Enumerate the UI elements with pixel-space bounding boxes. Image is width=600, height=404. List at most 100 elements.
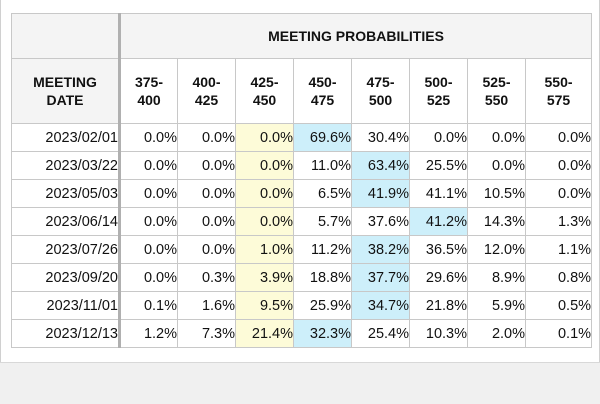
probability-cell: 11.2%: [293, 235, 352, 264]
probability-cell: 30.4%: [351, 123, 410, 152]
probability-cell: 0.3%: [177, 263, 236, 292]
footer-strip: [0, 362, 600, 404]
meeting-date-cell: 2023/11/01: [11, 291, 121, 320]
probability-cell: 0.0%: [409, 123, 468, 152]
meeting-date-header-line2: DATE: [46, 92, 84, 108]
probability-cell: 0.0%: [235, 123, 294, 152]
probability-cell: 3.9%: [235, 263, 294, 292]
range-header-5: 500- 525: [409, 58, 468, 124]
range-header-low: 425-: [250, 74, 279, 90]
range-header-low: 525-: [482, 74, 511, 90]
meeting-date-cell: 2023/02/01: [11, 123, 121, 152]
meeting-date-cell: 2023/06/14: [11, 207, 121, 236]
table-title: MEETING PROBABILITIES: [118, 13, 593, 59]
meeting-date-cell: 2023/12/13: [11, 319, 121, 348]
probability-cell: 0.0%: [524, 151, 593, 180]
probability-cell: 0.0%: [235, 151, 294, 180]
probability-cell: 0.0%: [467, 123, 526, 152]
range-header-low: 450-: [308, 74, 337, 90]
probability-cell: 6.5%: [293, 179, 352, 208]
probability-cell: 0.0%: [177, 151, 236, 180]
probability-cell: 0.0%: [177, 179, 236, 208]
probability-cell: 0.0%: [119, 179, 178, 208]
probability-cell: 0.0%: [235, 207, 294, 236]
probability-cell: 29.6%: [409, 263, 468, 292]
probability-cell: 1.1%: [524, 235, 593, 264]
range-header-1: 400- 425: [177, 58, 236, 124]
range-header-high: 425: [194, 92, 219, 108]
probability-cell: 0.0%: [524, 123, 593, 152]
table-body: 2023/02/01 0.0% 0.0% 0.0% 69.6% 30.4% 0.0% 0.0%…: [11, 123, 593, 348]
probability-cell: 0.0%: [177, 235, 236, 264]
probability-cell: 0.0%: [177, 207, 236, 236]
probability-cell: 0.0%: [119, 207, 178, 236]
probability-cell: 9.5%: [235, 291, 294, 320]
probability-cell: 0.1%: [524, 319, 593, 348]
range-header-0: 375- 400: [119, 58, 178, 124]
range-header-7: 550- 575: [524, 58, 593, 124]
range-header-high: 450: [252, 92, 277, 108]
table-row: 2023/09/20 0.0% 0.3% 3.9% 18.8% 37.7% 29.6% 8.9…: [11, 263, 593, 292]
probability-cell: 1.2%: [119, 319, 178, 348]
table-row: 2023/05/03 0.0% 0.0% 0.0% 6.5% 41.9% 41.1% 10.5…: [11, 179, 593, 208]
meeting-date-cell: 2023/07/26: [11, 235, 121, 264]
probability-cell: 41.9%: [351, 179, 410, 208]
probability-cell: 37.7%: [351, 263, 410, 292]
probability-cell: 0.0%: [524, 179, 593, 208]
probability-cell: 8.9%: [467, 263, 526, 292]
probability-cell: 36.5%: [409, 235, 468, 264]
probability-cell: 0.0%: [467, 151, 526, 180]
probability-cell: 5.7%: [293, 207, 352, 236]
probability-cell: 41.1%: [409, 179, 468, 208]
probability-cell: 14.3%: [467, 207, 526, 236]
range-header-6: 525- 550: [467, 58, 526, 124]
probability-cell: 0.5%: [524, 291, 593, 320]
table-row: 2023/12/13 1.2% 7.3% 21.4% 32.3% 25.4% 10.3% 2.…: [11, 319, 593, 348]
probability-cell: 10.5%: [467, 179, 526, 208]
range-header-high: 400: [137, 92, 161, 108]
meeting-date-cell: 2023/03/22: [11, 151, 121, 180]
left-border: [0, 0, 1, 404]
meeting-probabilities-table: MEETING PROBABILITIES MEETING DATE 375- 4…: [11, 13, 593, 348]
probability-cell: 0.0%: [119, 235, 178, 264]
probability-cell: 0.0%: [235, 179, 294, 208]
table-row: 2023/11/01 0.1% 1.6% 9.5% 25.9% 34.7% 21.8% 5.9…: [11, 291, 593, 320]
probability-cell: 0.0%: [177, 123, 236, 152]
table-row: 2023/06/14 0.0% 0.0% 0.0% 5.7% 37.6% 41.2% 14.3…: [11, 207, 593, 236]
probability-cell: 63.4%: [351, 151, 410, 180]
probability-cell: 25.4%: [351, 319, 410, 348]
probability-cell: 38.2%: [351, 235, 410, 264]
title-row: MEETING PROBABILITIES: [11, 13, 593, 59]
probability-cell: 0.0%: [119, 151, 178, 180]
range-header-low: 550-: [544, 74, 573, 90]
range-header-high: 575: [546, 92, 571, 108]
probability-cell: 32.3%: [293, 319, 352, 348]
probability-cell: 25.9%: [293, 291, 352, 320]
probability-cell: 2.0%: [467, 319, 526, 348]
probability-cell: 18.8%: [293, 263, 352, 292]
probability-cell: 5.9%: [467, 291, 526, 320]
range-header-4: 475- 500: [351, 58, 410, 124]
range-header-high: 550: [484, 92, 509, 108]
probability-cell: 21.8%: [409, 291, 468, 320]
probability-cell: 11.0%: [293, 151, 352, 180]
table-row: 2023/02/01 0.0% 0.0% 0.0% 69.6% 30.4% 0.0% 0.0%…: [11, 123, 593, 152]
range-header-3: 450- 475: [293, 58, 352, 124]
range-header-low: 475-: [366, 74, 395, 90]
corner-cell: [11, 13, 121, 59]
probability-cell: 69.6%: [293, 123, 352, 152]
meeting-date-cell: 2023/09/20: [11, 263, 121, 292]
probability-cell: 7.3%: [177, 319, 236, 348]
probability-cell: 0.8%: [524, 263, 593, 292]
probability-cell: 37.6%: [351, 207, 410, 236]
range-header-high: 475: [310, 92, 335, 108]
probability-cell: 0.1%: [119, 291, 178, 320]
probability-cell: 1.3%: [524, 207, 593, 236]
range-header-high: 500: [368, 92, 393, 108]
probability-cell: 0.0%: [119, 123, 178, 152]
meeting-date-header-line1: MEETING: [33, 74, 97, 90]
probability-cell: 25.5%: [409, 151, 468, 180]
meeting-date-cell: 2023/05/03: [11, 179, 121, 208]
header-row: MEETING DATE 375- 400 400- 425 425- 450 450- 47…: [11, 58, 593, 124]
